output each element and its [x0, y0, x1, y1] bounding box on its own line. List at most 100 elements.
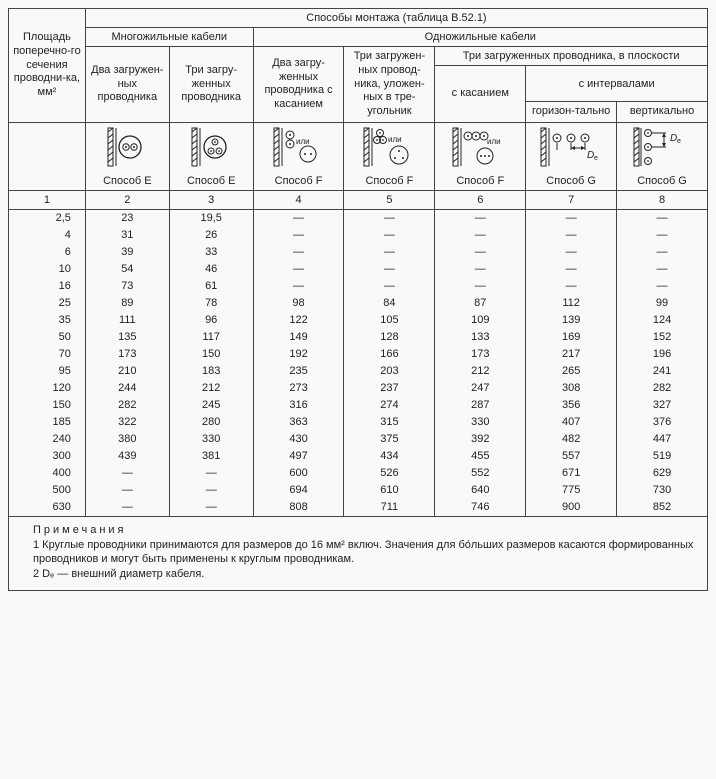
ampacity-value: 237 [344, 380, 435, 397]
col678-header: Три загруженных проводника, в плоскости [435, 47, 708, 66]
ampacity-value: 33 [169, 244, 253, 261]
ampacity-value: — [344, 244, 435, 261]
ampacity-value: 203 [344, 363, 435, 380]
ampacity-value: 330 [169, 431, 253, 448]
ampacity-value: 112 [526, 295, 617, 312]
ampacity-value: 46 [169, 261, 253, 278]
ampacity-value: 519 [617, 448, 708, 465]
ampacity-value: 775 [526, 482, 617, 499]
ampacity-value: 447 [617, 431, 708, 448]
note-2: 2 Dₑ — внешний диаметр кабеля. [19, 567, 697, 582]
ampacity-value: 330 [435, 414, 526, 431]
method-g-horizontal-icon: D e [539, 126, 603, 168]
ampacity-value: — [253, 244, 344, 261]
ampacity-value: 84 [344, 295, 435, 312]
ampacity-value: 316 [253, 397, 344, 414]
ampacity-value: 497 [253, 448, 344, 465]
ampacity-value: 274 [344, 397, 435, 414]
ampacity-value: 135 [85, 329, 169, 346]
ampacity-value: — [344, 278, 435, 295]
ampacity-value: 640 [435, 482, 526, 499]
ampacity-value: 73 [85, 278, 169, 295]
table-row: 95210183235203212265241 [9, 363, 708, 380]
ampacity-value: 173 [435, 346, 526, 363]
notes-title: Примечания [19, 523, 697, 538]
ampacity-value: 152 [617, 329, 708, 346]
ampacity-value: 78 [169, 295, 253, 312]
icon-cell-4: или Способ F [253, 122, 344, 190]
ampacity-value: 455 [435, 448, 526, 465]
col5-header: Три загружен-ных провод-ника, уложен-ных… [344, 47, 435, 123]
ampacity-value: 265 [526, 363, 617, 380]
col3-header: Три загру-женных проводника [169, 47, 253, 123]
ampacity-value: — [435, 278, 526, 295]
ampacity-value: 109 [435, 312, 526, 329]
icon-cell-8: D e Способ G [617, 122, 708, 190]
ampacity-value: 526 [344, 465, 435, 482]
ampacity-value: 482 [526, 431, 617, 448]
section-area-value: 240 [9, 431, 86, 448]
table-row: 400——600526552671629 [9, 465, 708, 482]
table-row: 500——694610640775730 [9, 482, 708, 499]
table-row: 3511196122105109139124 [9, 312, 708, 329]
ampacity-value: 150 [169, 346, 253, 363]
section-area-value: 120 [9, 380, 86, 397]
section-area-value: 95 [9, 363, 86, 380]
ampacity-value: 124 [617, 312, 708, 329]
note-1: 1 Круглые проводники принимаются для раз… [19, 538, 697, 568]
icon-cell-5: или Способ F [344, 122, 435, 190]
ampacity-value: 217 [526, 346, 617, 363]
top-header: Способы монтажа (таблица В.52.1) [85, 9, 707, 28]
ampacity-value: 139 [526, 312, 617, 329]
ampacity-value: — [85, 482, 169, 499]
colnum-2: 2 [85, 190, 169, 209]
method-e-3core-icon [188, 126, 234, 168]
ampacity-value: 111 [85, 312, 169, 329]
icon-cell-6: или Способ F [435, 122, 526, 190]
method-label-8: Способ G [621, 175, 703, 187]
method-label-6: Способ F [439, 175, 521, 187]
col7-header: горизон-тально [526, 102, 617, 123]
colnum-8: 8 [617, 190, 708, 209]
section-area-value: 10 [9, 261, 86, 278]
ampacity-value: 105 [344, 312, 435, 329]
ampacity-value: 96 [169, 312, 253, 329]
ampacity-value: 169 [526, 329, 617, 346]
ampacity-value: 192 [253, 346, 344, 363]
ampacity-value: — [435, 244, 526, 261]
colnum-5: 5 [344, 190, 435, 209]
table-body: 2,52319,5—————43126—————63933—————105446… [9, 209, 708, 516]
section-area-value: 300 [9, 448, 86, 465]
ampacity-value: — [435, 209, 526, 227]
svg-text:или: или [388, 135, 402, 144]
ampacity-value: 671 [526, 465, 617, 482]
single-core-header: Одножильные кабели [253, 28, 707, 47]
ampacity-value: 900 [526, 499, 617, 517]
ampacity-value: 235 [253, 363, 344, 380]
ampacity-value: 381 [169, 448, 253, 465]
section-area-value: 70 [9, 346, 86, 363]
method-label-4: Способ F [258, 175, 340, 187]
ampacity-value: 376 [617, 414, 708, 431]
ampacity-value: — [617, 261, 708, 278]
ampacity-value: 852 [617, 499, 708, 517]
section-area-value: 2,5 [9, 209, 86, 227]
colnum-4: 4 [253, 190, 344, 209]
section-area-value: 400 [9, 465, 86, 482]
ampacity-value: 711 [344, 499, 435, 517]
table-row: 300439381497434455557519 [9, 448, 708, 465]
ampacity-value: 31 [85, 227, 169, 244]
ampacity-value: 746 [435, 499, 526, 517]
table-row: 70173150192166173217196 [9, 346, 708, 363]
ampacity-value: 600 [253, 465, 344, 482]
multi-core-header: Многожильные кабели [85, 28, 253, 47]
ampacity-value: 98 [253, 295, 344, 312]
ampacity-value: 166 [344, 346, 435, 363]
ampacity-value: 380 [85, 431, 169, 448]
ampacity-value: — [85, 499, 169, 517]
method-label-5: Способ F [348, 175, 430, 187]
colnum-6: 6 [435, 190, 526, 209]
ampacity-value: 282 [617, 380, 708, 397]
table-row: 25897898848711299 [9, 295, 708, 312]
ampacity-value: 430 [253, 431, 344, 448]
